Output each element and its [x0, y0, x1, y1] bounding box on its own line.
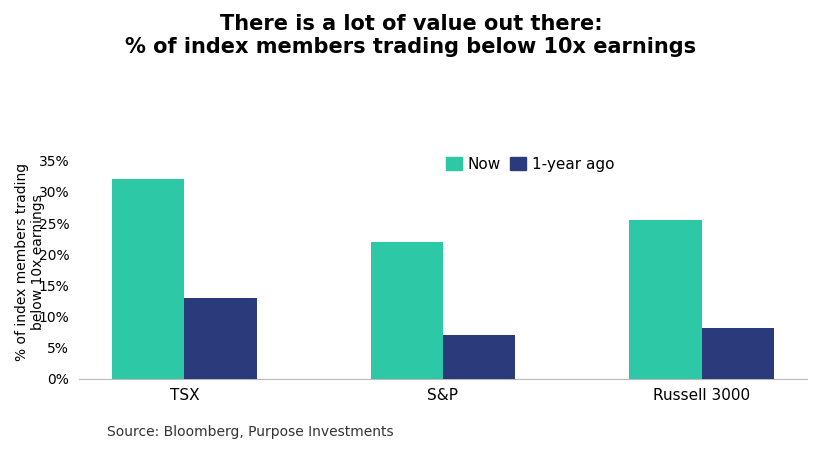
Bar [371, 242, 443, 379]
Text: There is a lot of value out there:
% of index members trading below 10x earnings: There is a lot of value out there: % of … [126, 14, 696, 57]
Bar [443, 335, 515, 379]
Bar [629, 220, 701, 379]
Text: Source: Bloomberg, Purpose Investments: Source: Bloomberg, Purpose Investments [107, 425, 394, 439]
Bar [184, 298, 256, 379]
Bar [112, 180, 184, 379]
Legend: Now, 1-year ago: Now, 1-year ago [441, 150, 621, 178]
Y-axis label: % of index members trading
below 10x earnings: % of index members trading below 10x ear… [15, 163, 45, 361]
Bar [701, 328, 774, 379]
